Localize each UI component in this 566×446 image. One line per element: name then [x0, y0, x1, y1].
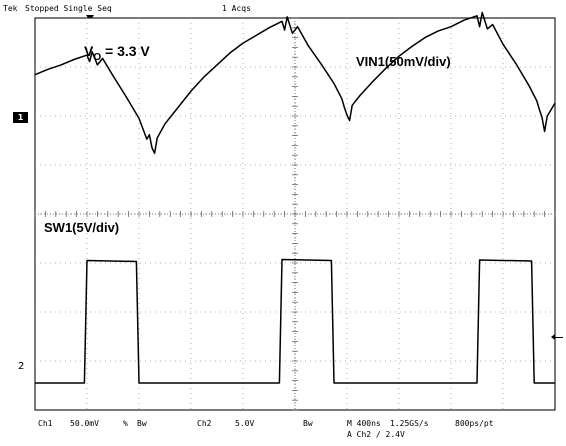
- vout-main-text: V: [84, 43, 94, 59]
- vout-annotation: VO = 3.3 V: [84, 43, 150, 63]
- channel-settings-bar: Ch1 50.0mV % Bw Ch2 5.0V Bw M 400ns 1.25…: [0, 413, 566, 446]
- vin1-annotation: VIN1(50mV/div): [356, 54, 451, 69]
- ch2-bandwidth-limit: Bw: [303, 419, 313, 428]
- series-line-vin1: [34, 11, 556, 155]
- sw1-annotation: SW1(5V/div): [44, 220, 120, 235]
- ch1-bandwidth-limit: Bw: [137, 419, 147, 428]
- ch2-scale: 5.0V: [235, 419, 255, 428]
- acquisition-status: Stopped Single Seq: [25, 4, 112, 13]
- plot-area: [34, 11, 556, 411]
- trigger-level-arrow-icon: [551, 334, 563, 340]
- trigger-setting: A Ch2 ∕ 2.4V: [347, 430, 405, 439]
- status-bar: Tek Stopped Single Seq 1 Acqs: [0, 0, 566, 18]
- sample-rate: 1.25GS/s: [390, 419, 429, 428]
- ch2-label: Ch2: [197, 419, 212, 428]
- acquisition-count: 1 Acqs: [222, 4, 251, 13]
- timebase: M 400ns: [347, 419, 381, 428]
- series-line-sw1: [35, 258, 555, 384]
- record-resolution: 800ps/pt: [455, 419, 494, 428]
- ch2-ground-marker: 2: [18, 361, 25, 372]
- ch1-coupling-icon: %: [123, 419, 128, 428]
- vout-subscript: O: [93, 52, 102, 63]
- ch1-label: Ch1: [38, 419, 53, 428]
- ch1-ground-marker: 1: [13, 112, 28, 123]
- brand-label: Tek: [3, 4, 18, 13]
- vout-value-text: = 3.3 V: [101, 43, 150, 59]
- waveform-plot: [34, 11, 556, 411]
- ch1-scale: 50.0mV: [70, 419, 99, 428]
